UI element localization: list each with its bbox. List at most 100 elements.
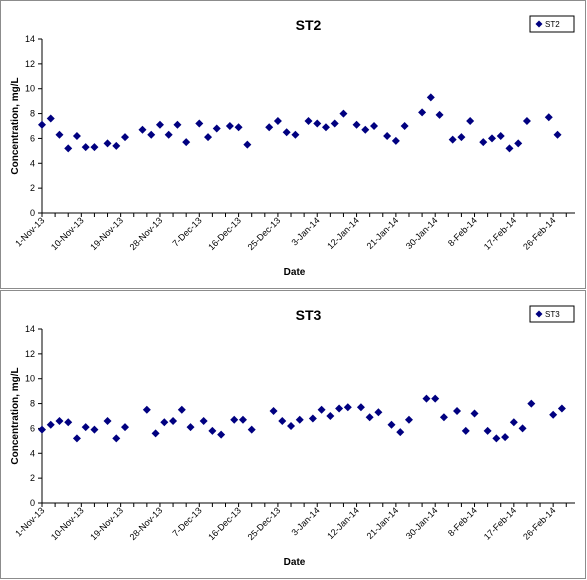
x-tick-label: 8-Feb-14 [446, 505, 479, 538]
x-axis-title: Date [284, 557, 306, 568]
st3-data-point [356, 403, 365, 412]
x-tick-label: 16-Dec-13 [206, 505, 243, 542]
x-tick-label: 10-Nov-13 [49, 215, 86, 252]
st2-data-point [505, 144, 514, 153]
st3-data-point [269, 407, 278, 416]
st3-data-point [90, 425, 99, 434]
y-tick-label: 4 [30, 448, 35, 458]
st2-data-point [457, 133, 466, 142]
chart-title: ST2 [296, 17, 322, 33]
x-tick-label: 17-Feb-14 [482, 215, 518, 251]
st3-data-point [217, 430, 226, 439]
st3-data-point [38, 425, 46, 434]
chart-title: ST3 [296, 307, 322, 323]
st3-data-point [317, 405, 326, 414]
st3-data-point [295, 415, 304, 424]
st2-data-point [418, 108, 427, 117]
st3-data-point [121, 423, 130, 432]
y-tick-label: 2 [30, 473, 35, 483]
chart-svg-st2: ST2 0 2 4 6 8 10 12 14 1-Nov-13 10-Nov-13 19-Nov-13… [10, 15, 575, 278]
legend-label: ST2 [545, 20, 560, 29]
y-axis-title: Concentration, mg/L [10, 367, 21, 464]
legend-label: ST3 [545, 310, 560, 319]
x-tick-label: 30-Jan-14 [404, 505, 440, 541]
st3-data-point [518, 424, 527, 433]
st3-data-point [527, 399, 536, 408]
x-tick-label: 21-Jan-14 [365, 215, 401, 251]
st3-data-point [374, 408, 383, 417]
st3-data-point [112, 434, 121, 443]
st2-data-point [522, 117, 531, 126]
st3-data-point [335, 404, 344, 413]
st3-data-point [72, 434, 81, 443]
st2-data-point [448, 135, 457, 144]
st2-data-point [370, 122, 379, 130]
st3-data-point [46, 420, 55, 429]
st2-data-point [553, 130, 562, 139]
y-tick-label: 10 [25, 374, 35, 384]
st2-data-point [544, 113, 553, 122]
st2-data-point [103, 139, 112, 148]
st2-data-point [426, 93, 435, 102]
st2-data-point [321, 123, 330, 132]
st2-data-point [173, 120, 182, 129]
x-tick-label: 19-Nov-13 [88, 215, 125, 252]
st2-data-point [339, 109, 348, 118]
y-tick-label: 6 [30, 423, 35, 433]
st2-data-point [212, 124, 221, 133]
st3-data-point [396, 428, 405, 437]
st2-data-point [313, 119, 322, 128]
st2-data-point [282, 128, 291, 137]
st3-data-point [461, 426, 470, 435]
x-tick-label: 26-Feb-14 [521, 215, 557, 251]
st2-data-point [112, 141, 121, 150]
y-tick-label: 12 [25, 349, 35, 359]
st2-data-point [225, 122, 234, 130]
st3-data-point [169, 416, 178, 425]
st2-data-point [383, 131, 392, 140]
st2-data-point [195, 119, 204, 128]
st3-data-point [326, 412, 335, 420]
x-tick-label: 7-Dec-13 [170, 215, 203, 248]
st3-data-point [422, 394, 431, 403]
st2-data-point [64, 144, 73, 153]
y-tick-label: 6 [30, 133, 35, 143]
st3-data-point [404, 415, 413, 424]
x-tick-label: 17-Feb-14 [482, 505, 518, 541]
st3-data-point [160, 418, 169, 427]
st2-data-point [330, 119, 339, 128]
st3-data-point [365, 413, 374, 422]
st3-data-point [470, 409, 479, 418]
y-tick-label: 0 [30, 208, 35, 218]
x-tick-label: 10-Nov-13 [49, 505, 86, 542]
legend-box [529, 15, 575, 33]
x-tick-label: 8-Feb-14 [446, 215, 479, 248]
st2-data-point [243, 140, 252, 149]
y-tick-label: 12 [25, 59, 35, 69]
x-tick-label: 25-Dec-13 [246, 505, 283, 542]
x-tick-label: 1-Nov-13 [13, 215, 46, 248]
st2-data-point [121, 133, 130, 142]
y-tick-label: 8 [30, 399, 35, 409]
st2-data-point [352, 120, 361, 129]
st2-data-point [46, 114, 55, 123]
st3-data-point [208, 426, 217, 435]
chart-panel-st3: ST3 0 2 4 6 8 10 12 14 1-Nov-13 10-Nov-13 19-Nov-13… [0, 290, 586, 579]
st2-data-point [466, 117, 475, 126]
st3-data-point [177, 405, 186, 414]
chart-panel-st2: ST2 0 2 4 6 8 10 12 14 1-Nov-13 10-Nov-13 19-Nov-13… [0, 0, 586, 289]
st2-data-point [182, 138, 191, 147]
st2-data-point [234, 123, 243, 132]
x-tick-label: 16-Dec-13 [206, 215, 243, 252]
x-axis-title: Date [284, 267, 306, 278]
st2-data-point [273, 117, 282, 126]
x-tick-label: 30-Jan-14 [404, 215, 440, 251]
st3-data-point [431, 394, 440, 403]
x-tick-label: 19-Nov-13 [88, 505, 125, 542]
st3-data-point [151, 429, 160, 438]
st3-data-point [387, 420, 396, 429]
legend: ST2 [529, 15, 575, 33]
chart-svg-st3: ST3 0 2 4 6 8 10 12 14 1-Nov-13 10-Nov-13 19-Nov-13… [10, 305, 575, 568]
st3-data-point [55, 416, 64, 425]
st3-data-point [230, 415, 239, 424]
